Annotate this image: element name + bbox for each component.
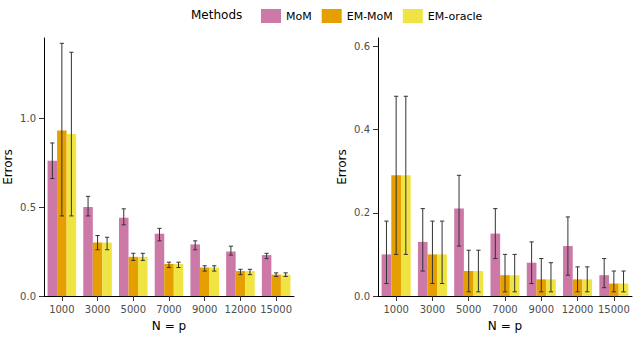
svg-text:3000: 3000	[420, 304, 445, 315]
svg-text:N = p: N = p	[488, 319, 522, 333]
svg-text:12000: 12000	[225, 304, 257, 315]
svg-text:9000: 9000	[529, 304, 554, 315]
svg-text:N = p: N = p	[152, 319, 186, 333]
svg-text:0.2: 0.2	[354, 207, 370, 218]
svg-text:Methods: Methods	[191, 8, 242, 22]
svg-text:5000: 5000	[121, 304, 146, 315]
svg-text:MoM: MoM	[286, 10, 312, 23]
svg-text:15000: 15000	[260, 304, 292, 315]
svg-text:0.6: 0.6	[354, 41, 370, 52]
svg-text:15000: 15000	[598, 304, 630, 315]
svg-text:EM-MoM: EM-MoM	[347, 10, 393, 23]
svg-text:0.0: 0.0	[354, 291, 370, 302]
svg-text:7000: 7000	[156, 304, 181, 315]
svg-text:1.0: 1.0	[20, 113, 36, 124]
svg-text:0.5: 0.5	[20, 202, 36, 213]
svg-text:7000: 7000	[492, 304, 517, 315]
svg-text:0.0: 0.0	[20, 291, 36, 302]
svg-text:Errors: Errors	[335, 149, 349, 185]
svg-text:9000: 9000	[192, 304, 217, 315]
svg-text:5000: 5000	[456, 304, 481, 315]
svg-text:0.4: 0.4	[354, 124, 370, 135]
svg-text:3000: 3000	[85, 304, 110, 315]
svg-text:1000: 1000	[49, 304, 74, 315]
svg-text:1000: 1000	[383, 304, 408, 315]
svg-text:EM-oracle: EM-oracle	[428, 10, 483, 23]
svg-text:12000: 12000	[562, 304, 594, 315]
svg-text:Errors: Errors	[1, 149, 15, 185]
